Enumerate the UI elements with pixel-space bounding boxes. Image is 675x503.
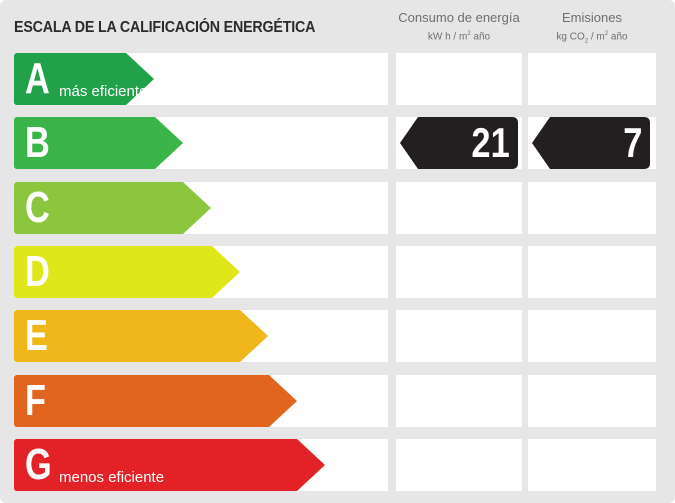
arrow-shape-g bbox=[14, 439, 325, 491]
energy-cell-f bbox=[396, 375, 522, 427]
emissions-column-header: Emisiones kg CO2 / m2 año bbox=[528, 10, 656, 48]
class-letter-e: E bbox=[25, 311, 48, 360]
energy-cell-e bbox=[396, 310, 522, 362]
arrow-fill-e bbox=[14, 310, 268, 362]
class-letter-c: C bbox=[25, 183, 50, 232]
emissions-column-unit: kg CO2 / m2 año bbox=[556, 31, 628, 45]
class-label-g: menos eficiente bbox=[59, 469, 165, 486]
class-arrow-d: D bbox=[14, 246, 240, 298]
class-arrow-f: F bbox=[14, 375, 297, 427]
arrow-fill-f bbox=[14, 375, 297, 427]
energy-rating-marker-shape bbox=[400, 117, 518, 169]
energy-column-header: Consumo de energía kW h / m2 año bbox=[396, 10, 522, 44]
arrow-fill-g bbox=[14, 439, 325, 491]
emissions-cell-g bbox=[528, 439, 656, 491]
energy-rating-marker-value: 21 bbox=[471, 119, 510, 166]
arrow-shape-f bbox=[14, 375, 297, 427]
emissions-rating-marker-value: 7 bbox=[622, 119, 642, 166]
emissions-column-title: Emisiones bbox=[562, 10, 622, 25]
class-arrow-b: B bbox=[14, 117, 183, 169]
emissions-cell-c bbox=[528, 182, 656, 234]
energy-cell-g bbox=[396, 439, 522, 491]
class-letter-a: A bbox=[25, 54, 50, 103]
arrow-shape-a bbox=[14, 53, 154, 105]
class-letter-g: G bbox=[25, 440, 52, 489]
class-letter-d: D bbox=[25, 247, 50, 296]
energy-column-unit: kW h / m2 año bbox=[427, 31, 491, 43]
emissions-rating-marker-shape bbox=[532, 117, 650, 169]
arrow-fill-d bbox=[14, 246, 240, 298]
label-title: ESCALA DE LA CALIFICACIÓN ENERGÉTICA bbox=[14, 19, 316, 36]
class-letter-b: B bbox=[25, 118, 50, 167]
class-letter-f: F bbox=[25, 376, 46, 425]
arrow-shape-d bbox=[14, 246, 240, 298]
class-arrow-e: E bbox=[14, 310, 268, 362]
class-arrow-c: C bbox=[14, 182, 211, 234]
class-label-a: más eficiente bbox=[59, 83, 148, 100]
emissions-cell-a bbox=[528, 53, 656, 105]
arrow-fill-b bbox=[14, 117, 183, 169]
arrow-shape-b bbox=[14, 117, 183, 169]
emissions-cell-f bbox=[528, 375, 656, 427]
energy-cell-a bbox=[396, 53, 522, 105]
energy-cell-d bbox=[396, 246, 522, 298]
emissions-cell-e bbox=[528, 310, 656, 362]
emissions-cell-d bbox=[528, 246, 656, 298]
energy-cell-c bbox=[396, 182, 522, 234]
arrow-shape-c bbox=[14, 182, 211, 234]
arrow-fill-a bbox=[14, 53, 154, 105]
arrow-fill-c bbox=[14, 182, 211, 234]
emissions-rating-marker: 7 bbox=[532, 117, 650, 169]
arrow-shape-e bbox=[14, 310, 268, 362]
energy-rating-marker: 21 bbox=[400, 117, 518, 169]
energy-column-title: Consumo de energía bbox=[398, 10, 520, 25]
